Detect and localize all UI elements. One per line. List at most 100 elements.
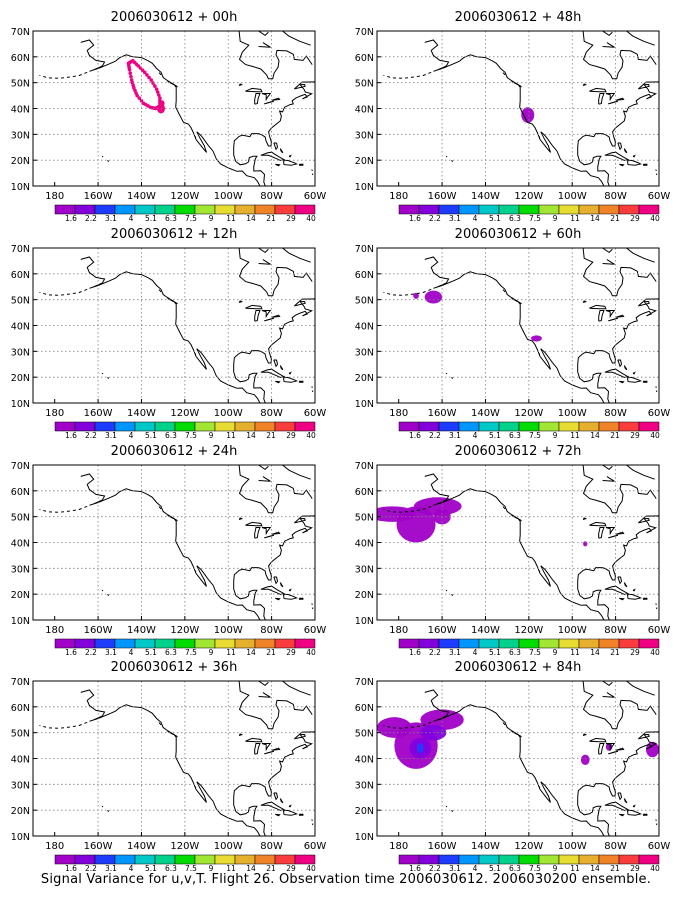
island-outline — [167, 80, 178, 88]
colorbar-swatch — [174, 638, 196, 649]
arctic-island-outline — [258, 681, 269, 687]
colorbar-label: 7.5 — [185, 431, 197, 440]
island-outline — [260, 368, 286, 378]
colorbar-label: 1.6 — [409, 431, 421, 440]
panel-title: 2006030612 + 12h — [111, 227, 238, 242]
island-outline — [632, 154, 636, 158]
colorbar-swatch — [538, 638, 560, 649]
colorbar-swatch — [458, 421, 480, 432]
colorbar-swatch — [154, 638, 176, 649]
observation-point — [139, 98, 144, 103]
colorbar-label: 29 — [630, 864, 640, 873]
great-lake-outline — [608, 100, 619, 105]
longitude-label: 100W — [214, 408, 243, 419]
great-lake-outline — [238, 300, 244, 303]
colorbar-label: 29 — [286, 648, 296, 657]
colorbar-swatch — [458, 854, 480, 865]
colorbar-swatch — [498, 854, 520, 865]
great-lake-outline — [271, 531, 281, 535]
island-outline — [167, 297, 178, 305]
great-lake-outline — [589, 737, 607, 743]
latitude-label: 50N — [11, 729, 30, 740]
colorbar-label: 6.3 — [165, 214, 177, 223]
hawaii-outline — [451, 159, 454, 162]
map-panel: 2006030612 + 84h 70N 60N 50N 40N 30N 20N 10N 180… — [355, 660, 671, 873]
arctic-island-outline — [282, 681, 311, 696]
colorbar-swatch — [214, 854, 236, 865]
colorbar-swatch — [94, 204, 116, 215]
colorbar-label: 9 — [209, 864, 214, 873]
colorbar-swatch — [74, 204, 96, 215]
colorbar-swatch — [518, 421, 540, 432]
map-panel: 2006030612 + 60h 70N 60N 50N 40N 30N 20N 10N 180… — [355, 227, 671, 440]
longitude-label: 180 — [45, 191, 64, 202]
island-outline — [655, 390, 658, 393]
arctic-island-outline — [602, 465, 613, 471]
colorbar-swatch — [94, 421, 116, 432]
longitude-label: 180 — [45, 841, 64, 852]
map-panel: 2006030612 + 36h 70N 60N 50N 40N 30N 20N 10N 180… — [11, 660, 327, 873]
longitude-label: 100W — [558, 408, 587, 419]
colorbar-swatch — [618, 854, 640, 865]
latitude-label: 70N — [355, 677, 374, 688]
colorbar-label: 5.1 — [489, 864, 501, 873]
colorbar-swatch — [618, 421, 640, 432]
island-outline — [623, 798, 628, 804]
colorbar-label: 7.5 — [529, 648, 541, 657]
colorbar-swatch — [174, 854, 196, 865]
colorbar-swatch — [538, 204, 560, 215]
colorbar-swatch — [274, 421, 296, 432]
colorbar-label: 40 — [306, 214, 316, 223]
colorbar-swatch — [194, 638, 216, 649]
colorbar-swatch — [154, 204, 176, 215]
coastline — [39, 681, 315, 836]
colorbar-label: 3.1 — [449, 431, 461, 440]
colorbar: 1.6 2.2 3.1 4 5.1 6.3 7.5 9 11 14 21 29 40 — [54, 421, 316, 440]
longitude-label: 60W — [304, 841, 327, 852]
longitude-label: 160W — [84, 408, 113, 419]
variance-shading — [424, 290, 443, 304]
colorbar-label: 11 — [570, 864, 580, 873]
great-lake-outline — [264, 534, 275, 539]
latitude-label: 10N — [355, 182, 374, 193]
hudson-bay-outline — [238, 681, 313, 730]
colorbar-swatch — [154, 854, 176, 865]
colorbar-swatch — [134, 854, 156, 865]
island-outline — [619, 813, 625, 817]
colorbar-swatch — [174, 204, 196, 215]
map-panel: 2006030612 + 72h 70N 60N 50N 40N 30N 20N 10N 180… — [355, 444, 671, 657]
island-outline — [511, 730, 522, 738]
aleutian-islands — [383, 71, 432, 79]
colorbar-label: 5.1 — [489, 648, 501, 657]
latitude-label: 60N — [355, 270, 374, 281]
colorbar-label: 7.5 — [529, 431, 541, 440]
colorbar-label: 1.6 — [65, 431, 77, 440]
colorbar-label: 7.5 — [185, 864, 197, 873]
arctic-island-outline — [258, 465, 269, 471]
colorbar-swatch — [94, 854, 116, 865]
colorbar-label: 4 — [473, 214, 478, 223]
longitude-label: 120W — [170, 841, 199, 852]
great-lake-outline — [582, 733, 588, 736]
longitude-label: 80W — [604, 191, 627, 202]
great-lake-outline — [605, 743, 616, 752]
arctic-island-outline — [258, 42, 271, 48]
hawaii-outline — [451, 809, 454, 812]
latitude-label: 10N — [11, 399, 30, 410]
colorbar-swatch — [254, 638, 276, 649]
latitude-label: 70N — [11, 27, 30, 38]
oahu-outline — [101, 155, 104, 158]
colorbar-swatch — [638, 421, 660, 432]
arctic-island-outline — [602, 476, 615, 482]
island-outline — [511, 297, 522, 305]
great-lake-outline — [238, 733, 244, 736]
great-lake-outline — [582, 83, 588, 86]
great-lake-outline — [261, 310, 272, 319]
colorbar-swatch — [234, 854, 256, 865]
colorbar-swatch — [438, 421, 460, 432]
longitude-label: 160W — [428, 625, 457, 636]
colorbar-label: 1.6 — [65, 864, 77, 873]
longitude-label: 60W — [304, 625, 327, 636]
longitude-label: 140W — [127, 841, 156, 852]
